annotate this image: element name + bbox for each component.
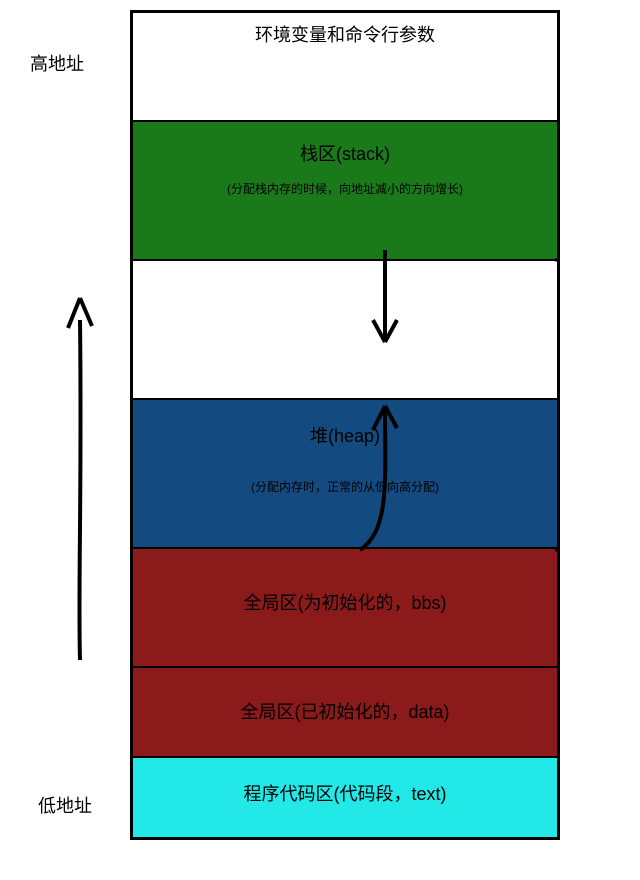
segment-title: 堆(heap) (310, 422, 380, 448)
address-growth-arrow (60, 290, 100, 660)
segment-gap (133, 261, 557, 400)
segment-text: 程序代码区(代码段，text) (133, 758, 557, 837)
segment-title: 全局区(已初始化的，data) (240, 698, 449, 724)
segment-subtitle: (分配内存时，正常的从低向高分配) (251, 478, 439, 495)
segment-subtitle: (分配栈内存的时候，向地址减小的方向增长) (227, 180, 463, 197)
segment-stack: 栈区(stack) (分配栈内存的时候，向地址减小的方向增长) (133, 122, 557, 261)
memory-layout-diagram: 环境变量和命令行参数栈区(stack) (分配栈内存的时候，向地址减小的方向增长)… (130, 10, 560, 840)
segment-title: 程序代码区(代码段，text) (243, 780, 446, 806)
high-address-label: 高地址 (30, 50, 84, 76)
segment-env: 环境变量和命令行参数 (133, 13, 557, 122)
segment-heap: 堆(heap) (分配内存时，正常的从低向高分配) (133, 400, 557, 549)
low-address-label: 低地址 (38, 792, 92, 818)
segment-data: 全局区(已初始化的，data) (133, 668, 557, 757)
segment-title: 栈区(stack) (300, 140, 390, 166)
segment-bss: 全局区(为初始化的，bbs) (133, 549, 557, 668)
segment-title: 全局区(为初始化的，bbs) (243, 589, 446, 615)
segment-title: 环境变量和命令行参数 (255, 21, 435, 47)
